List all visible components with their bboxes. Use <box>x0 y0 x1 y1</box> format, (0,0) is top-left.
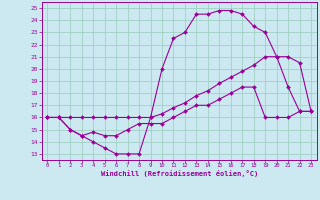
X-axis label: Windchill (Refroidissement éolien,°C): Windchill (Refroidissement éolien,°C) <box>100 170 258 177</box>
